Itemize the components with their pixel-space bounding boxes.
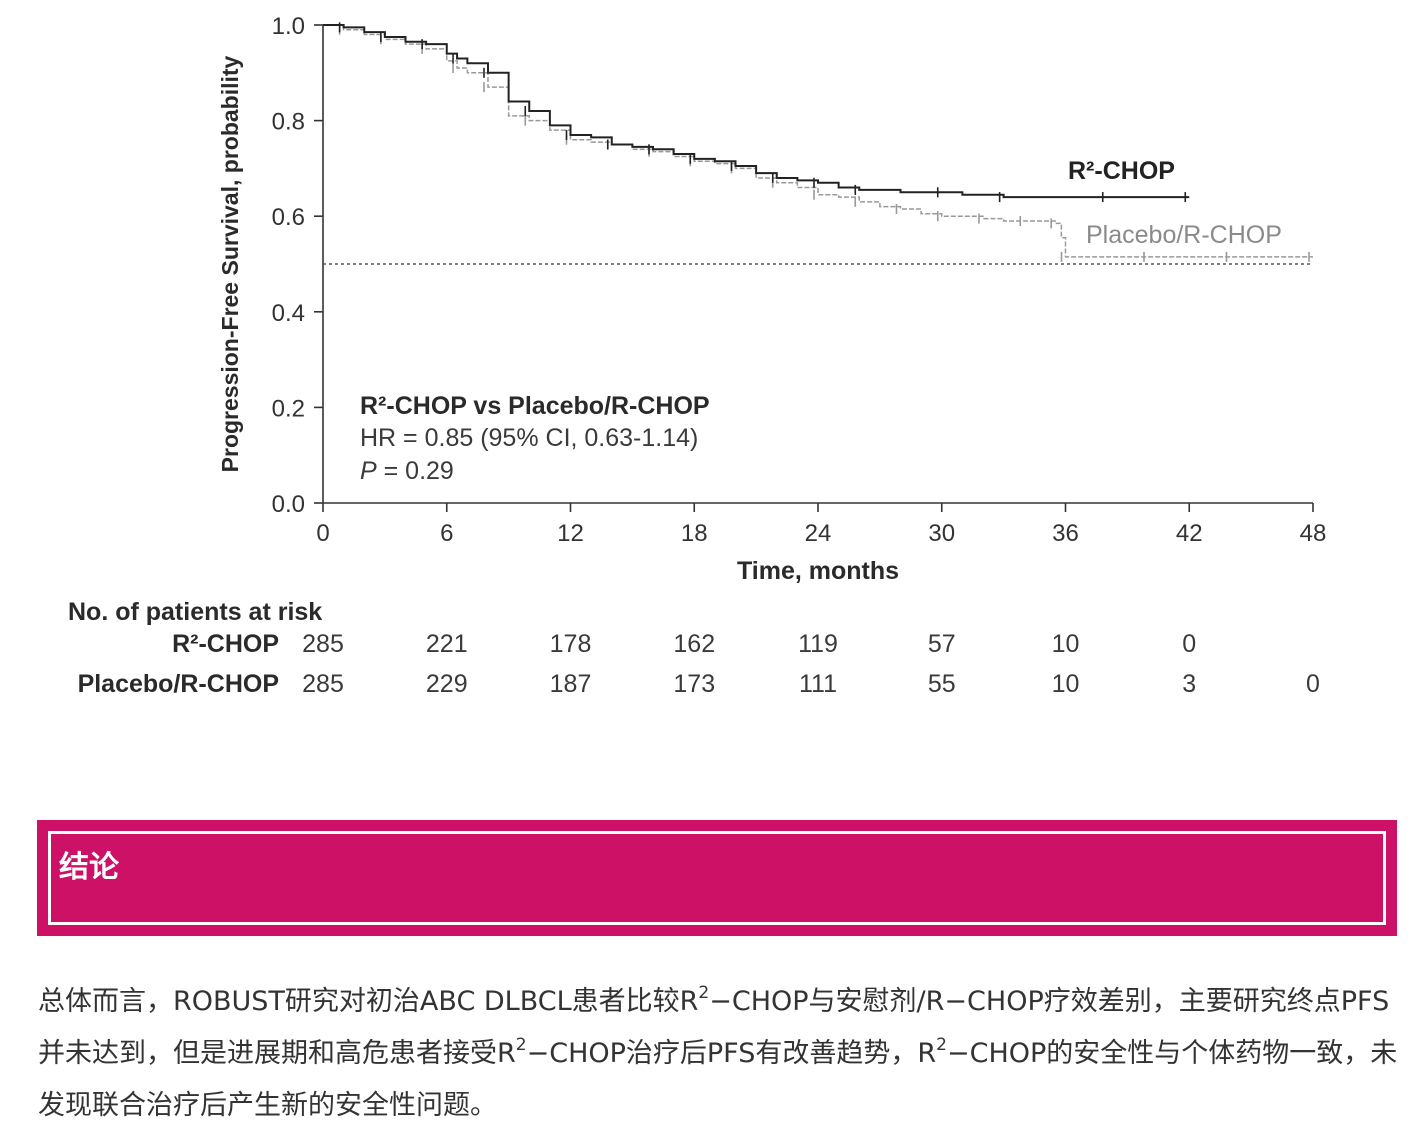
x-tick-label: 48 — [1300, 520, 1327, 547]
x-tick-label: 18 — [681, 520, 708, 547]
legend-r2chop: R²-CHOP — [1068, 157, 1175, 185]
risk-cell: 229 — [425, 670, 468, 698]
y-tick-label: 0.8 — [272, 109, 305, 136]
risk-cell: 0 — [1306, 670, 1320, 698]
km-chart: 0.0 0.2 0.4 0.6 0.8 1.0 0 6 12 18 24 30 36 42 48 Progr… — [217, 13, 1327, 585]
risk-cell: 285 — [302, 670, 344, 698]
risk-cell: 187 — [549, 670, 592, 698]
y-tick-label: 1.0 — [272, 13, 305, 40]
risk-cell: 10 — [1051, 670, 1080, 698]
risk-cell: 10 — [1051, 630, 1080, 658]
conclusion-text: 总体而言，ROBUST研究对初治ABC DLBCL患者比较R2−CHOP与安慰剂… — [38, 976, 1408, 1132]
conclusion-part3: −CHOP治疗后PFS有改善趋势，R — [526, 1038, 937, 1069]
risk-cell: 3 — [1182, 670, 1197, 698]
y-tick-label: 0.6 — [272, 204, 305, 231]
y-axis-label: Progression-Free Survival, probability — [217, 55, 243, 472]
x-tick-label: 42 — [1176, 520, 1203, 547]
risk-cell: 285 — [302, 630, 344, 658]
conclusion-banner: 结论 — [37, 820, 1397, 936]
conclusion-part1: 总体而言，ROBUST研究对初治ABC DLBCL患者比较R — [38, 986, 699, 1017]
risk-cell: 55 — [927, 670, 956, 698]
series-line-placebo — [323, 24, 1313, 258]
chart-axes: 0.0 0.2 0.4 0.6 0.8 1.0 0 6 12 18 24 30 36 42 48 — [272, 13, 1327, 547]
risk-cell: 173 — [673, 670, 716, 698]
x-tick-label: 12 — [557, 520, 584, 547]
annotation-title: R²-CHOP vs Placebo/R-CHOP — [360, 392, 710, 420]
annotation-hr: HR = 0.85 (95% CI, 0.63-1.14) — [360, 424, 698, 452]
chart-series — [323, 22, 1313, 262]
superscript: 2 — [698, 983, 710, 1003]
banner-title: 结论 — [59, 850, 119, 885]
risk-table-title: No. of patients at risk — [68, 598, 323, 626]
conclusion-part2: −CHOP与安慰剂/R−CHOP疗效差别，主要研究终点PFS并未达到，但是进展期… — [38, 986, 1390, 1069]
series-line-r2chop — [323, 24, 1190, 199]
risk-cell: 221 — [425, 630, 468, 658]
risk-cell: 0 — [1182, 630, 1197, 658]
risk-row-label-r2chop: R²-CHOP — [172, 630, 279, 658]
x-tick-label: 36 — [1052, 520, 1079, 547]
x-tick-label: 30 — [928, 520, 955, 547]
risk-cell: 119 — [798, 630, 838, 658]
y-tick-label: 0.2 — [272, 395, 305, 422]
p-label: P — [360, 457, 377, 485]
risk-cell: 178 — [549, 630, 592, 658]
legend-placebo: Placebo/R-CHOP — [1086, 221, 1282, 249]
risk-cell: 57 — [927, 630, 956, 658]
p-value: = 0.29 — [377, 457, 454, 485]
risk-cell: 111 — [798, 670, 838, 698]
superscript: 2 — [515, 1035, 527, 1055]
x-axis-label: Time, months — [737, 557, 899, 585]
y-tick-label: 0.0 — [272, 491, 305, 518]
x-tick-label: 24 — [805, 520, 832, 547]
x-tick-label: 6 — [440, 520, 453, 547]
superscript: 2 — [936, 1035, 947, 1055]
banner-frame — [48, 831, 1386, 925]
risk-cell: 162 — [673, 630, 716, 658]
y-tick-label: 0.4 — [272, 300, 305, 327]
annotation-p: P = 0.29 — [360, 457, 454, 485]
risk-row-label-placebo: Placebo/R-CHOP — [77, 670, 279, 698]
x-tick-label: 0 — [316, 520, 329, 547]
conclusion-part4: −CHOP的安全性与个体药物一致，未发现联合治疗后产生新的安全性问题。 — [38, 1038, 1398, 1121]
